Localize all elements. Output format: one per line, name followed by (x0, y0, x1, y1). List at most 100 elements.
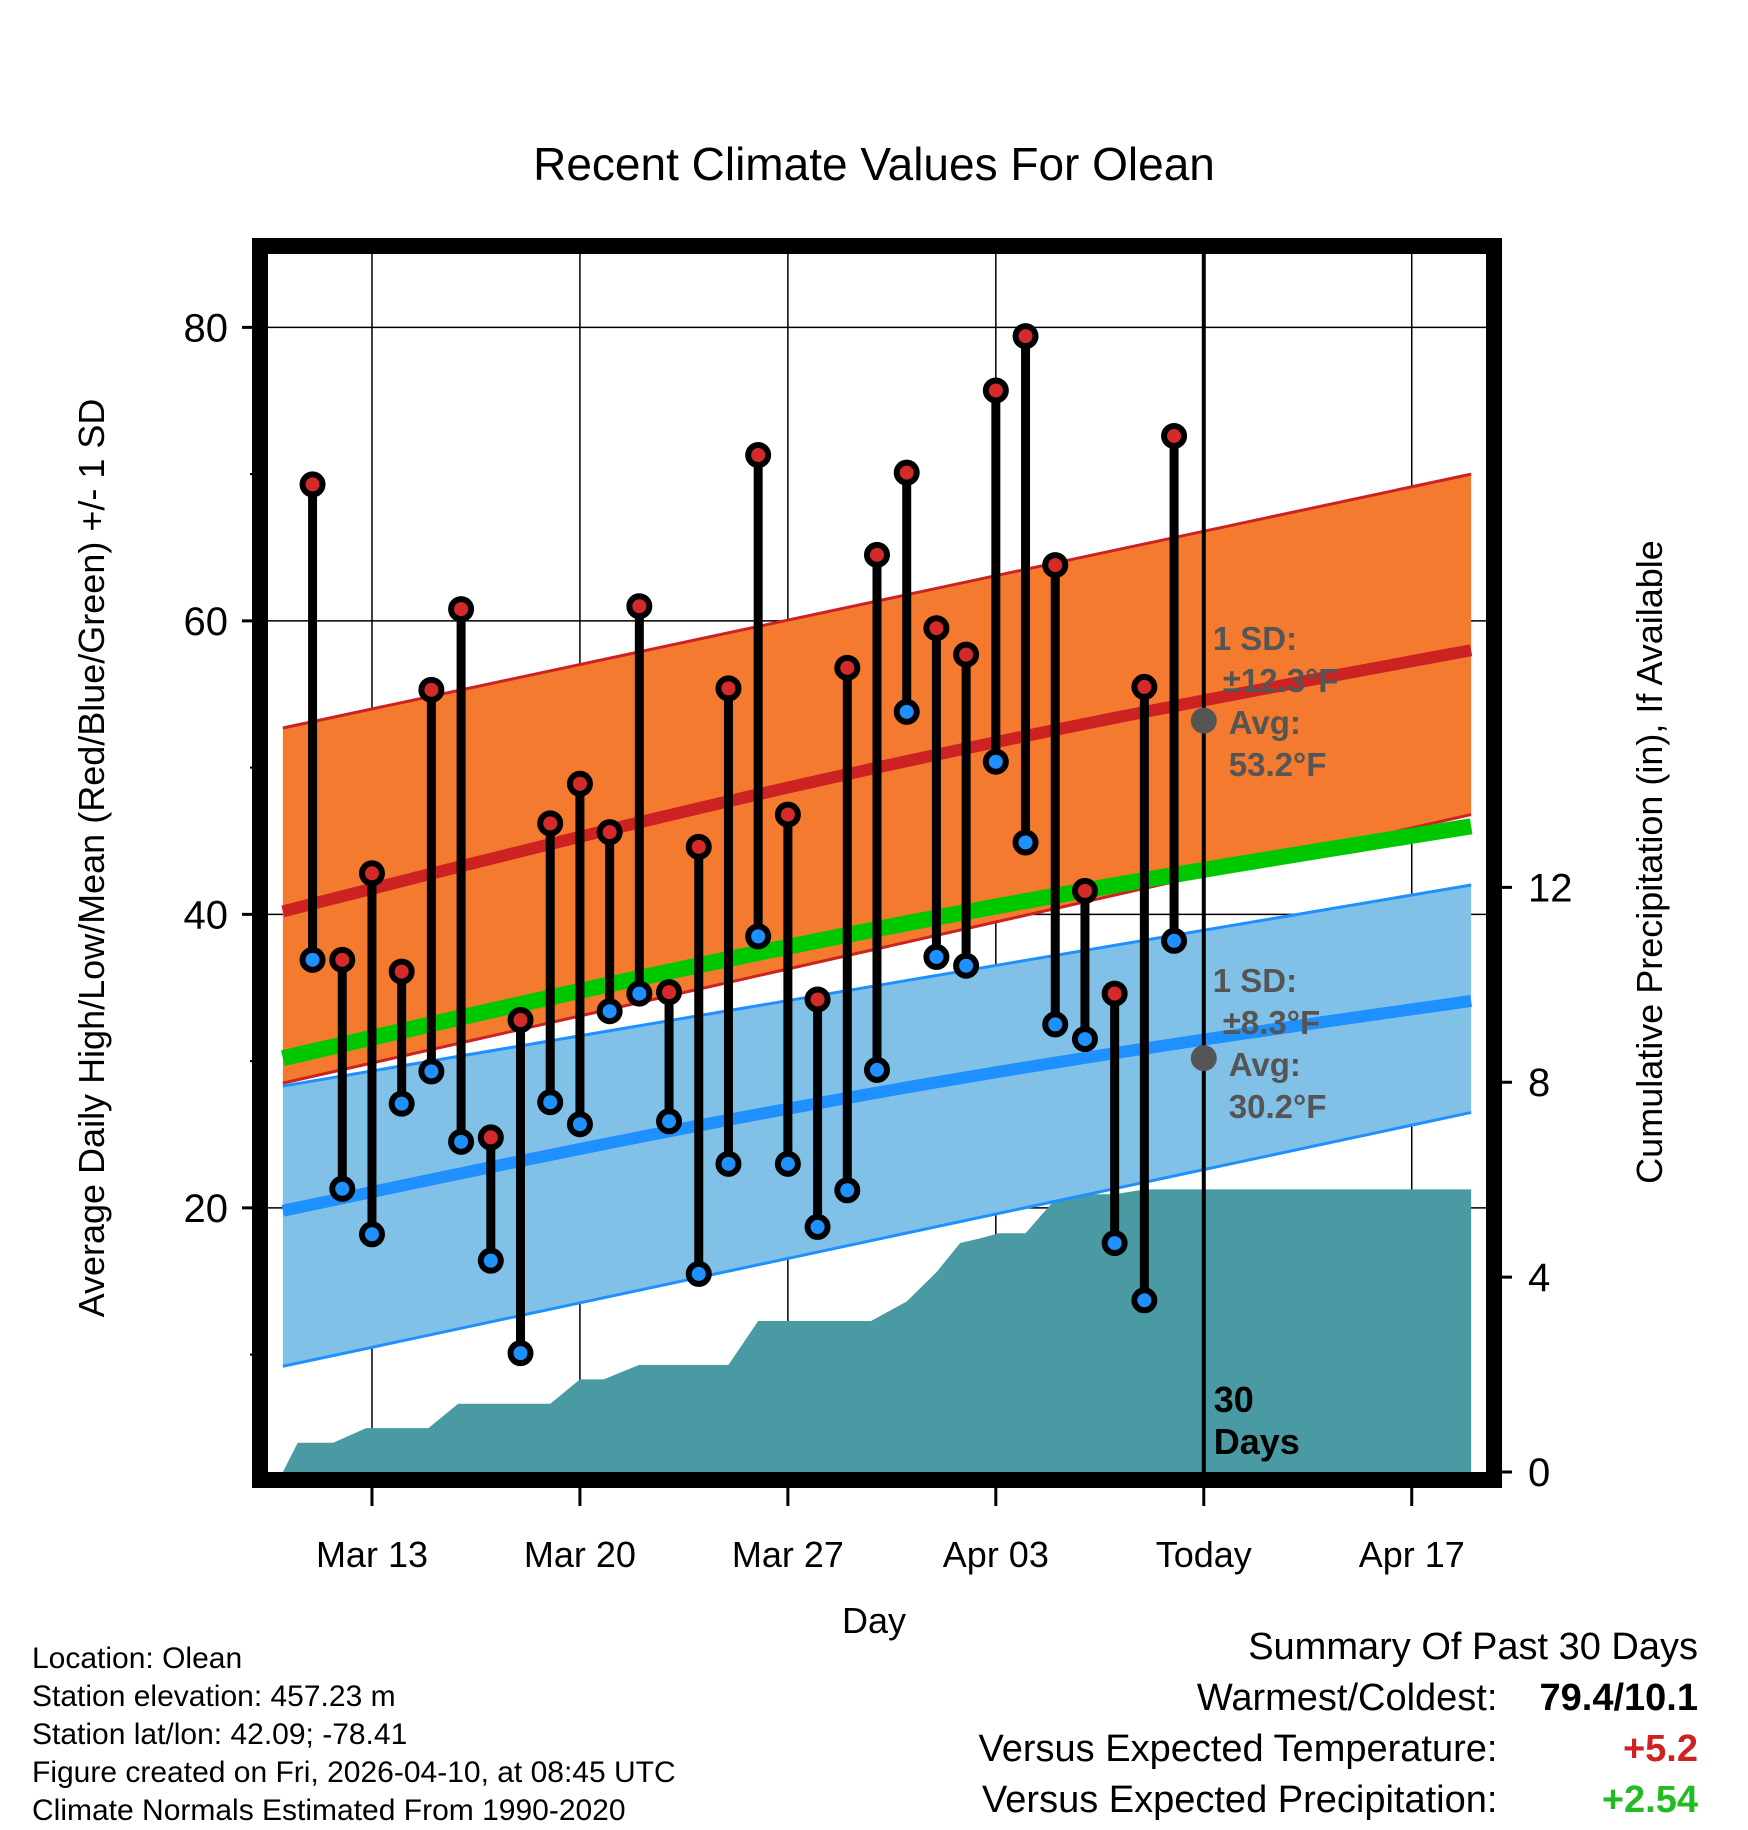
low-sd-label: 1 SD: (1213, 962, 1297, 999)
high-avg-label: Avg: (1229, 704, 1301, 741)
daily-high-point (656, 979, 683, 1006)
y-tick-label: 80 (184, 306, 229, 350)
high-sd-label: 1 SD: (1213, 620, 1297, 657)
daily-high-point (1101, 980, 1128, 1007)
daily-low-point (982, 748, 1009, 775)
daily-low-point (418, 1058, 445, 1085)
daily-low-point (507, 1340, 534, 1367)
plot-frame (252, 238, 1502, 1488)
daily-low-point (774, 1150, 801, 1177)
daily-high-point (923, 615, 950, 642)
daily-low-point (626, 980, 653, 1007)
y2-tick-label: 4 (1528, 1256, 1550, 1300)
station-elevation: Station elevation: 457.23 m (32, 1680, 396, 1713)
figure-created: Figure created on Fri, 2026-04-10, at 08… (32, 1756, 676, 1789)
daily-high-point (448, 596, 475, 623)
daily-low-point (388, 1090, 415, 1117)
daily-high-point (685, 833, 712, 860)
daily-low-point (477, 1247, 504, 1274)
daily-high-point (418, 676, 445, 703)
station-location: Location: Olean (32, 1642, 243, 1675)
daily-high-point (358, 860, 385, 887)
y2-tick-label: 0 (1528, 1451, 1550, 1495)
normal-low-avg-line (281, 995, 1472, 1217)
y2-tick-label: 8 (1528, 1061, 1550, 1105)
daily-low-point (923, 943, 950, 970)
summary-title: Summary Of Past 30 Days (1248, 1626, 1698, 1668)
x-tick-label: Mar 13 (316, 1534, 428, 1575)
low-avg-marker (1190, 1045, 1217, 1072)
low-sd-value: ±8.3°F (1223, 1004, 1320, 1041)
high-sd-value: ±12.3°F (1223, 662, 1339, 699)
axes: Mar 13 Mar 20 Mar 27 Apr 03 Today Apr 1720406… (184, 306, 1573, 1575)
y-tick-label: 40 (184, 893, 229, 937)
daily-low-point (864, 1056, 890, 1083)
daily-low-point (656, 1108, 683, 1135)
x-tick-label: Mar 27 (732, 1534, 844, 1575)
daily-low-point (745, 923, 772, 950)
daily-high-point (982, 377, 1009, 404)
x-tick-label: Mar 20 (524, 1534, 636, 1575)
daily-low-point (448, 1128, 475, 1155)
daily-high-point (299, 471, 326, 498)
temp-label: Versus Expected Temperature: (978, 1728, 1498, 1770)
daily-low-point (1131, 1287, 1158, 1314)
precip-label: Versus Expected Precipitation: (982, 1779, 1498, 1821)
daily-low-point (537, 1089, 564, 1116)
daily-high-point (1161, 422, 1188, 449)
daily-low-point (715, 1150, 742, 1177)
high-avg-value: 53.2°F (1229, 746, 1327, 783)
low-avg-value: 30.2°F (1229, 1088, 1327, 1125)
y2-tick-label: 12 (1528, 866, 1573, 910)
warmest-label: Warmest/Coldest: (1196, 1677, 1498, 1719)
precip-value: +2.54 (1601, 1779, 1698, 1821)
daily-low-point (1161, 927, 1188, 954)
chart-title: Recent Climate Values For Olean (533, 138, 1215, 190)
daily-high-point (1042, 552, 1069, 579)
daily-low-point (596, 998, 623, 1025)
summary-temp-row: Versus Expected Temperature: +5.2 (979, 1724, 1698, 1775)
daily-low-point (566, 1111, 593, 1138)
daily-high-point (715, 675, 742, 702)
daily-low-point (1042, 1011, 1069, 1038)
summary-warmest-row: Warmest/Coldest: 79.4/10.1 (979, 1673, 1698, 1724)
daily-high-point (507, 1007, 534, 1034)
days-count-label: 30 (1214, 1379, 1254, 1420)
daily-low-point (953, 952, 980, 979)
daily-low-point (804, 1213, 831, 1240)
daily-high-point (388, 958, 415, 985)
x-tick-label: Apr 17 (1359, 1534, 1465, 1575)
summary-precip-row: Versus Expected Precipitation: +2.54 (979, 1775, 1698, 1826)
daily-high-point (477, 1124, 504, 1151)
x-tick-label: Apr 03 (943, 1534, 1049, 1575)
daily-high-point (537, 810, 564, 837)
daily-low-point (685, 1260, 712, 1287)
normal-low-lower-edge (282, 1111, 1472, 1368)
daily-high-point (1131, 673, 1158, 700)
y-axis-label: Average Daily High/Low/Mean (Red/Blue/Gr… (71, 399, 112, 1318)
daily-low-point (299, 946, 326, 973)
daily-low-point (1012, 829, 1039, 856)
y-tick-label: 60 (184, 600, 229, 644)
summary-panel: Summary Of Past 30 Days Warmest/Coldest:… (979, 1622, 1698, 1826)
high-avg-marker (1190, 707, 1217, 734)
y2-axis-label: Cumulative Precipitation (in), If Availa… (1629, 540, 1670, 1184)
x-tick-label: Today (1156, 1534, 1252, 1575)
daily-high-point (745, 442, 772, 469)
station-info: Location: Olean Station elevation: 457.2… (32, 1640, 676, 1830)
daily-low-point (1101, 1230, 1128, 1257)
daily-low-point (893, 698, 920, 725)
daily-high-point (864, 541, 890, 568)
low-avg-label: Avg: (1229, 1046, 1301, 1083)
daily-low-point (329, 1175, 356, 1202)
daily-low-point (358, 1221, 385, 1248)
plot-area: 1 SD: ±12.3°F Avg: 53.2°F 1 SD: ±8.3°F Avg: 30.… (268, 254, 1486, 1472)
daily-high-point (953, 641, 980, 668)
daily-high-point (834, 654, 861, 681)
daily-high-point (566, 770, 593, 797)
normal-low-band (282, 885, 1472, 1367)
days-unit-label: Days (1214, 1421, 1300, 1462)
daily-high-point (596, 819, 623, 846)
climate-normals: Climate Normals Estimated From 1990-2020 (32, 1794, 626, 1827)
